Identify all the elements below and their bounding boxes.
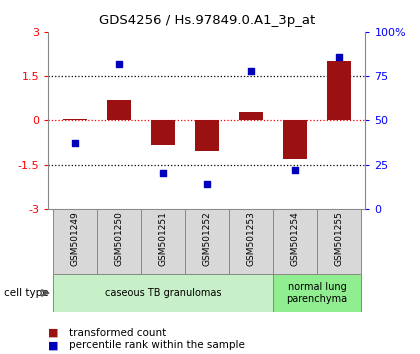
Text: cell type: cell type xyxy=(4,288,49,298)
Text: GSM501255: GSM501255 xyxy=(334,211,344,266)
Bar xyxy=(327,61,351,120)
Point xyxy=(160,171,166,176)
Bar xyxy=(52,209,97,274)
Text: GSM501254: GSM501254 xyxy=(291,211,299,266)
Text: transformed count: transformed count xyxy=(69,328,167,338)
Bar xyxy=(273,209,317,274)
Bar xyxy=(273,274,361,312)
Point xyxy=(247,68,254,74)
Text: normal lung
parenchyma: normal lung parenchyma xyxy=(286,282,347,304)
Bar xyxy=(52,274,273,312)
Text: ■: ■ xyxy=(48,340,59,350)
Text: GSM501251: GSM501251 xyxy=(158,211,167,266)
Text: percentile rank within the sample: percentile rank within the sample xyxy=(69,340,245,350)
Text: GDS4256 / Hs.97849.0.A1_3p_at: GDS4256 / Hs.97849.0.A1_3p_at xyxy=(99,14,315,27)
Text: GSM501249: GSM501249 xyxy=(70,211,79,266)
Text: ■: ■ xyxy=(48,328,59,338)
Point xyxy=(291,167,298,173)
Text: GSM501253: GSM501253 xyxy=(247,211,255,266)
Text: GSM501252: GSM501252 xyxy=(202,211,211,266)
Bar xyxy=(317,209,361,274)
Bar xyxy=(185,209,229,274)
Text: caseous TB granulomas: caseous TB granulomas xyxy=(105,288,221,298)
Bar xyxy=(151,120,175,145)
Point xyxy=(116,61,122,67)
Bar xyxy=(239,112,263,120)
Bar xyxy=(195,120,219,152)
Bar xyxy=(97,209,141,274)
Bar xyxy=(229,209,273,274)
Bar xyxy=(283,120,307,159)
Point xyxy=(204,181,210,187)
Point xyxy=(336,54,342,59)
Point xyxy=(71,141,78,146)
Text: GSM501250: GSM501250 xyxy=(114,211,123,266)
Bar xyxy=(107,100,131,120)
Bar xyxy=(141,209,185,274)
